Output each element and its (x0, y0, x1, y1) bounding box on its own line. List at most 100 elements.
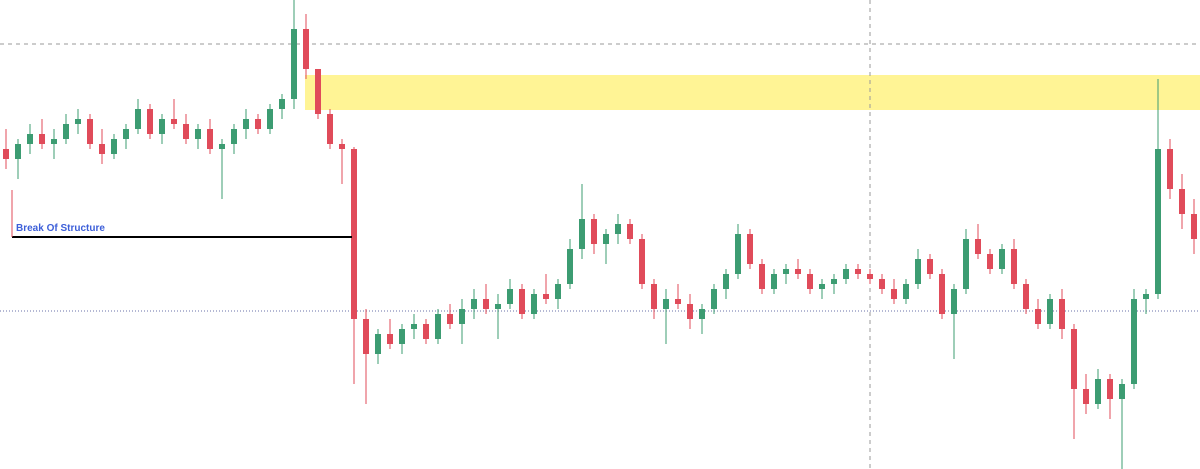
candle-body (255, 119, 261, 129)
candle-body (627, 224, 633, 239)
candle-body (531, 294, 537, 314)
candle-body (123, 129, 129, 139)
candle-body (1167, 149, 1173, 189)
candle-body (399, 329, 405, 344)
candle-body (747, 234, 753, 264)
candle-body (243, 119, 249, 129)
candle-body (339, 144, 345, 149)
candle-body (555, 284, 561, 299)
candle-body (1011, 249, 1017, 284)
candle-body (759, 264, 765, 289)
candle-body (567, 249, 573, 284)
candle-body (387, 334, 393, 344)
candle-body (711, 289, 717, 309)
candle-body (687, 304, 693, 319)
candle-body (903, 284, 909, 299)
candle-body (1023, 284, 1029, 309)
candle-body (279, 99, 285, 109)
candle-body (495, 304, 501, 309)
candle-body (1035, 309, 1041, 324)
candle-body (195, 129, 201, 139)
candle-body (39, 134, 45, 144)
candle-body (663, 299, 669, 309)
candle-body (999, 249, 1005, 269)
supply-zone (305, 75, 1200, 110)
candle-body (879, 279, 885, 289)
candle-body (735, 234, 741, 274)
candle-body (843, 269, 849, 279)
candle-body (1143, 294, 1149, 299)
candle-body (519, 289, 525, 314)
candle-body (447, 314, 453, 324)
candle-body (171, 119, 177, 124)
candle-body (423, 324, 429, 339)
candle-body (267, 109, 273, 129)
candle-body (15, 144, 21, 159)
candle-body (867, 274, 873, 279)
candle-body (927, 259, 933, 274)
candle-body (807, 274, 813, 289)
candle-body (207, 129, 213, 149)
candle-body (51, 139, 57, 144)
candle-body (435, 314, 441, 339)
candle-body (1083, 389, 1089, 404)
candle-body (459, 309, 465, 324)
candle-body (315, 69, 321, 114)
candle-body (471, 299, 477, 309)
candle-body (219, 144, 225, 149)
candle-body (699, 309, 705, 319)
candle-body (1155, 149, 1161, 294)
candle-body (159, 119, 165, 134)
candle-body (963, 239, 969, 289)
candle-body (1191, 214, 1197, 239)
candle-body (951, 289, 957, 314)
candle-body (771, 274, 777, 289)
candle-body (183, 124, 189, 139)
candle-body (651, 284, 657, 309)
candle-body (327, 114, 333, 144)
candle-body (411, 324, 417, 329)
candle-body (639, 239, 645, 284)
candle-body (291, 29, 297, 99)
candle-body (723, 274, 729, 289)
candle-body (831, 279, 837, 284)
candle-body (975, 239, 981, 254)
candle-body (615, 224, 621, 234)
candle-body (783, 269, 789, 274)
candle-body (1131, 299, 1137, 384)
candle-body (135, 109, 141, 129)
candle-body (819, 284, 825, 289)
candle-body (3, 149, 9, 159)
candle-body (351, 149, 357, 319)
candle-body (27, 134, 33, 144)
candle-body (855, 269, 861, 274)
candle-body (63, 124, 69, 139)
candle-body (891, 289, 897, 299)
candle-body (543, 294, 549, 299)
candle-body (1119, 384, 1125, 399)
annotation: Break Of Structure (16, 223, 105, 234)
candle-body (483, 299, 489, 309)
candle-body (303, 29, 309, 69)
candle-body (507, 289, 513, 304)
candle-body (363, 319, 369, 354)
candle-body (1059, 299, 1065, 329)
candle-body (111, 139, 117, 154)
candle-body (99, 144, 105, 154)
candle-body (1107, 379, 1113, 399)
candle-body (579, 219, 585, 249)
candle-body (147, 109, 153, 134)
candle-body (1071, 329, 1077, 389)
candle-body (603, 234, 609, 244)
candle-body (231, 129, 237, 144)
candle-body (1179, 189, 1185, 214)
candle-body (987, 254, 993, 269)
candle-body (675, 299, 681, 304)
candle-body (75, 119, 81, 124)
candle-body (915, 259, 921, 284)
candle-body (795, 269, 801, 274)
candle-body (375, 334, 381, 354)
candle-body (87, 119, 93, 144)
candle-body (1095, 379, 1101, 404)
